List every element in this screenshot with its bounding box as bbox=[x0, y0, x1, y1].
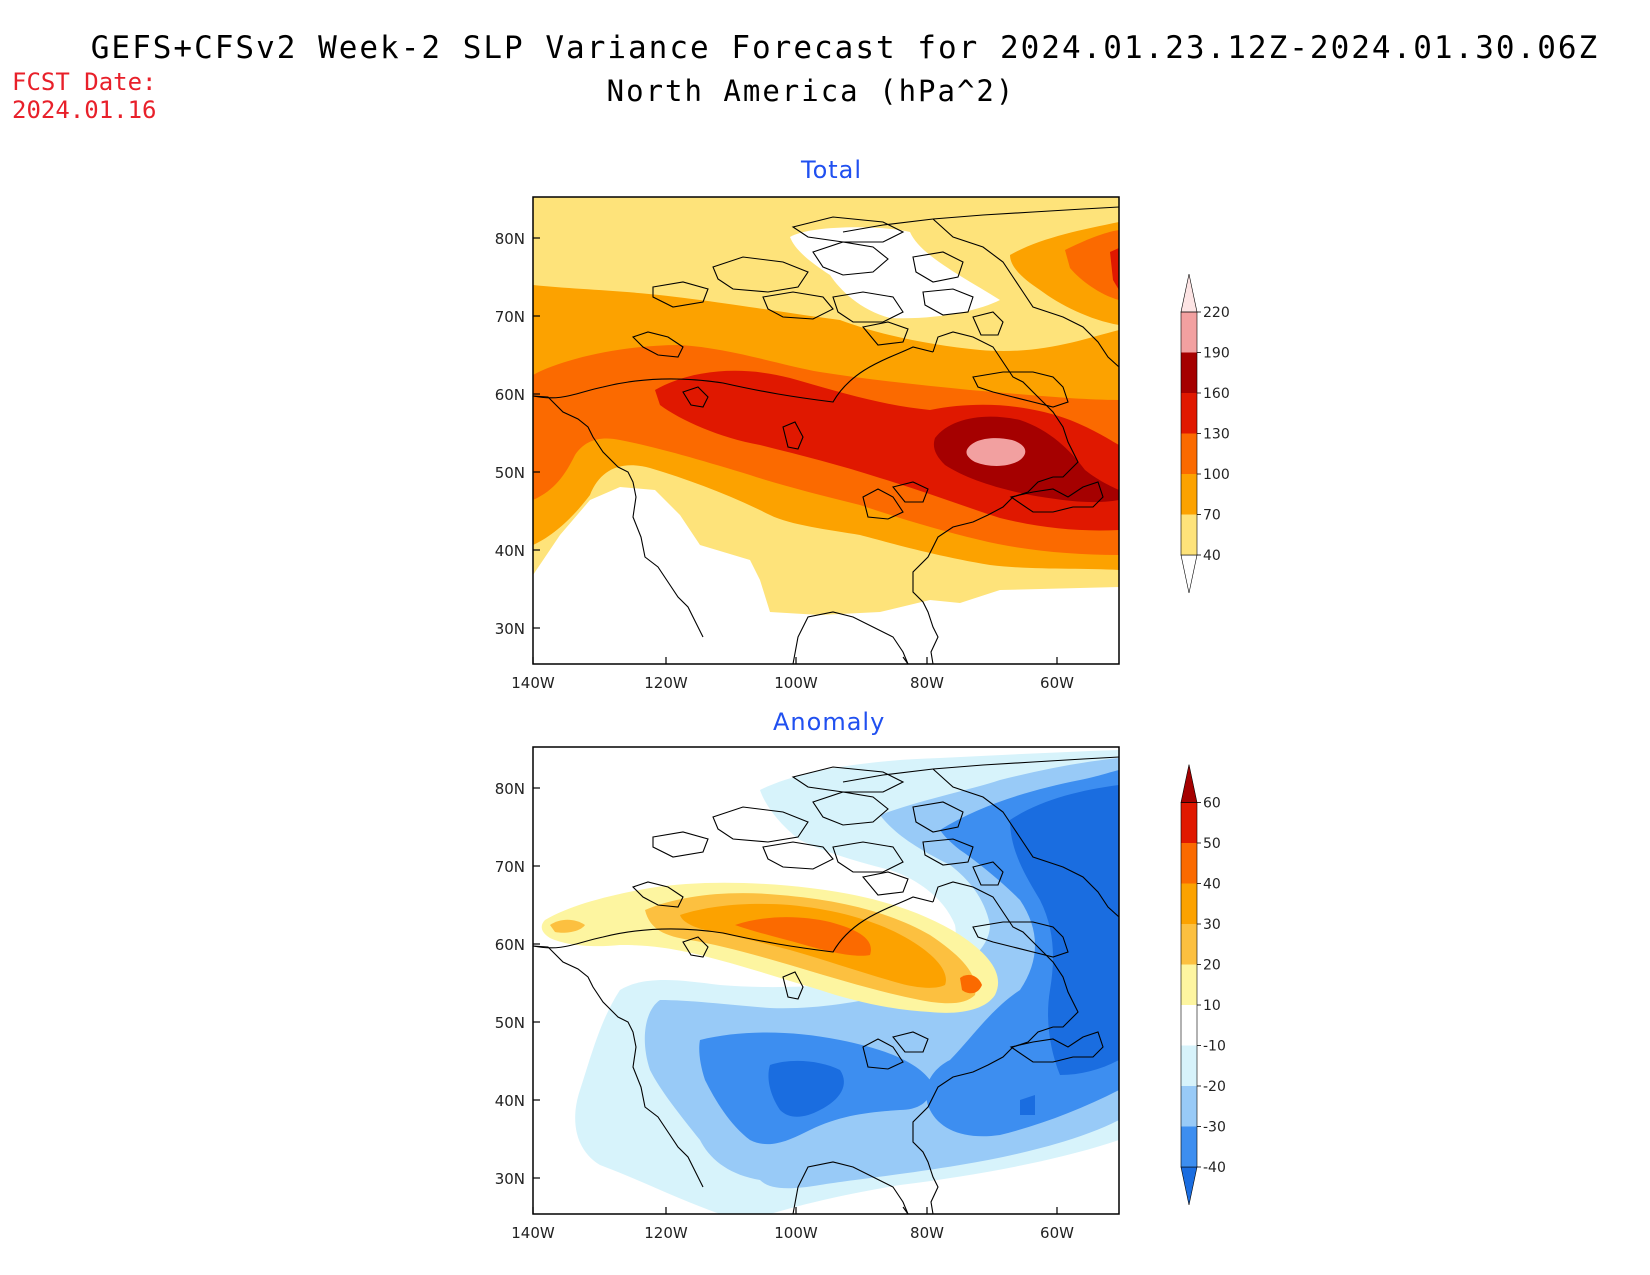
panel-title-anomaly: Anomaly bbox=[773, 708, 886, 736]
colorbar-anomaly: -40 -30 -20 -10 10 20 30 40 50 60 bbox=[1180, 764, 1226, 1206]
lat-tick-anomaly: 30N bbox=[495, 1170, 525, 1188]
colorbar-label: 50 bbox=[1203, 836, 1221, 852]
forecast-date-label: FCST Date: bbox=[12, 68, 157, 96]
total-map-frame bbox=[532, 196, 1120, 665]
lat-tick-total: 30N bbox=[495, 620, 525, 638]
lon-tick-anomaly: 60W bbox=[1040, 1224, 1074, 1242]
colorbar-swatch bbox=[1181, 843, 1197, 884]
anomaly-map-frame bbox=[532, 746, 1120, 1215]
lat-tick-total: 40N bbox=[495, 542, 525, 560]
forecast-date-value: 2024.01.16 bbox=[12, 96, 157, 124]
colorbar-frame bbox=[1180, 802, 1198, 1168]
lat-tick-total: 50N bbox=[495, 464, 525, 482]
forecast-date: FCST Date: 2024.01.16 bbox=[12, 68, 157, 124]
lon-tick-total: 140W bbox=[511, 674, 555, 692]
colorbar-swatch bbox=[1181, 1126, 1197, 1167]
colorbar-swatch bbox=[1181, 474, 1197, 515]
colorbar-total: 40 70 100 130 160 190 220 bbox=[1180, 273, 1230, 594]
lat-tick-anomaly: 70N bbox=[495, 858, 525, 876]
colorbar-label: 130 bbox=[1203, 427, 1230, 443]
total-variance-map bbox=[533, 197, 1119, 664]
colorbar-label: 60 bbox=[1203, 796, 1221, 812]
colorbar-label: 160 bbox=[1203, 386, 1230, 402]
colorbar-label: 220 bbox=[1203, 305, 1230, 321]
colorbar-label: 100 bbox=[1203, 467, 1230, 483]
colorbar-label: 10 bbox=[1203, 998, 1221, 1014]
colorbar-label: 70 bbox=[1203, 508, 1221, 524]
colorbar-swatch bbox=[1181, 802, 1197, 843]
lon-tick-anomaly: 100W bbox=[774, 1224, 818, 1242]
lat-tick-anomaly: 40N bbox=[495, 1092, 525, 1110]
chart-title: GEFS+CFSv2 Week-2 SLP Variance Forecast … bbox=[90, 30, 1600, 66]
chart-subtitle: North America (hPa^2) bbox=[606, 74, 1016, 108]
lat-tick-total: 60N bbox=[495, 386, 525, 404]
colorbar-label: 20 bbox=[1203, 958, 1221, 974]
colorbar-swatch bbox=[1181, 514, 1197, 555]
colorbar-swatch bbox=[1181, 924, 1197, 965]
lat-tick-total: 70N bbox=[495, 308, 525, 326]
lon-tick-anomaly: 140W bbox=[511, 1224, 555, 1242]
colorbar-end-low bbox=[1180, 1166, 1198, 1206]
colorbar-swatch bbox=[1181, 1045, 1197, 1086]
colorbar-label: -40 bbox=[1203, 1160, 1226, 1176]
colorbar-end-high bbox=[1180, 273, 1198, 313]
lat-tick-anomaly: 60N bbox=[495, 936, 525, 954]
colorbar-swatch bbox=[1181, 1086, 1197, 1127]
colorbar-label: 30 bbox=[1203, 917, 1221, 933]
lat-tick-total: 80N bbox=[495, 230, 525, 248]
colorbar-swatch bbox=[1181, 964, 1197, 1005]
colorbar-label: -10 bbox=[1203, 1039, 1226, 1055]
panel-title-total: Total bbox=[801, 156, 863, 184]
lon-tick-total: 100W bbox=[774, 674, 818, 692]
colorbar-label: 40 bbox=[1203, 877, 1221, 893]
lon-tick-total: 120W bbox=[644, 674, 688, 692]
lat-tick-anomaly: 80N bbox=[495, 780, 525, 798]
lon-tick-anomaly: 120W bbox=[644, 1224, 688, 1242]
colorbar-swatch bbox=[1181, 312, 1197, 353]
colorbar-swatch bbox=[1181, 883, 1197, 924]
colorbar-swatch bbox=[1181, 1005, 1197, 1046]
colorbar-label: 40 bbox=[1203, 548, 1221, 564]
lon-tick-total: 60W bbox=[1040, 674, 1074, 692]
colorbar-end-high bbox=[1180, 764, 1198, 803]
colorbar-label: 190 bbox=[1203, 346, 1230, 362]
colorbar-label: -20 bbox=[1203, 1079, 1226, 1095]
colorbar-swatch bbox=[1181, 393, 1197, 434]
colorbar-swatch bbox=[1181, 433, 1197, 474]
colorbar-swatch bbox=[1181, 352, 1197, 393]
lon-tick-total: 80W bbox=[910, 674, 944, 692]
lat-tick-anomaly: 50N bbox=[495, 1014, 525, 1032]
colorbar-end-low bbox=[1180, 554, 1198, 594]
anomaly-variance-map bbox=[533, 747, 1119, 1214]
colorbar-label: -30 bbox=[1203, 1120, 1226, 1136]
lon-tick-anomaly: 80W bbox=[910, 1224, 944, 1242]
